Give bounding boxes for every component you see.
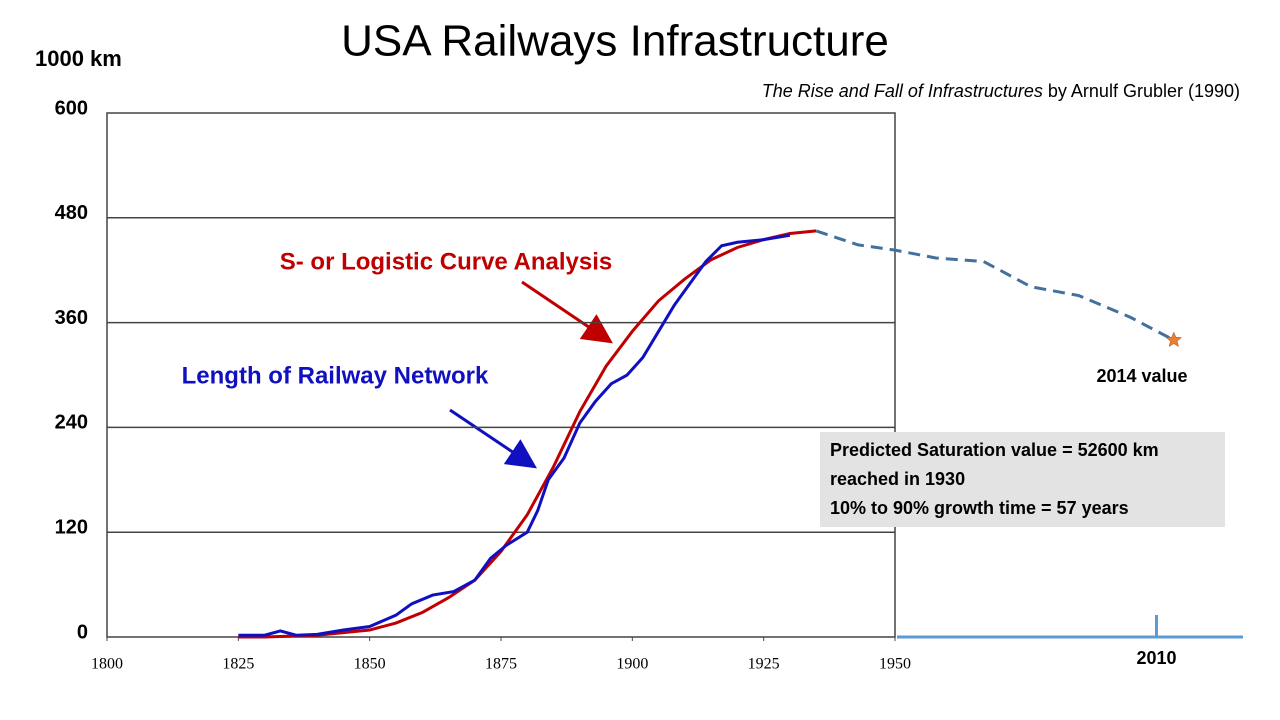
note-line: 10% to 90% growth time = 57 years bbox=[830, 498, 1129, 518]
y-tick-label: 600 bbox=[55, 97, 88, 119]
source-author: by Arnulf Grubler (1990) bbox=[1048, 81, 1240, 101]
source-title: The Rise and Fall of Infrastructures bbox=[762, 81, 1043, 101]
y-tick-label: 240 bbox=[55, 412, 88, 434]
arrow bbox=[521, 280, 613, 344]
line bbox=[238, 229, 817, 639]
x-tick-label: 1900 bbox=[616, 656, 648, 673]
y-tick-label: 0 bbox=[77, 621, 88, 643]
note-box bbox=[820, 432, 1225, 527]
x-tick-label: 1875 bbox=[485, 656, 517, 673]
source: The Rise and Fall of Infrastructures by … bbox=[762, 81, 1240, 101]
note-line: Predicted Saturation value = 52600 km bbox=[830, 440, 1159, 460]
x-tick-label: 1800 bbox=[91, 656, 123, 673]
line bbox=[238, 233, 791, 637]
line bbox=[815, 229, 1175, 342]
x-tick-label: 1925 bbox=[748, 656, 780, 673]
y-tick-label: 120 bbox=[55, 516, 88, 538]
series-label: S- or Logistic Curve Analysis bbox=[280, 248, 613, 275]
x2-tick-label: 2010 bbox=[1136, 648, 1176, 668]
point-star bbox=[1165, 331, 1183, 348]
arrow bbox=[449, 408, 537, 469]
y-tick-label: 360 bbox=[55, 307, 88, 329]
x-tick-label: 1825 bbox=[222, 656, 254, 673]
point-label: 2014 value bbox=[1096, 366, 1187, 386]
y-tick-label: 480 bbox=[55, 202, 88, 224]
chart-title: USA Railways Infrastructure bbox=[341, 17, 889, 66]
x-tick-label: 1950 bbox=[879, 656, 911, 673]
note-line: reached in 1930 bbox=[830, 469, 965, 489]
y-unit: 1000 km bbox=[35, 46, 122, 71]
x-tick-label: 1850 bbox=[354, 656, 386, 673]
series-label: Length of Railway Network bbox=[182, 362, 489, 389]
